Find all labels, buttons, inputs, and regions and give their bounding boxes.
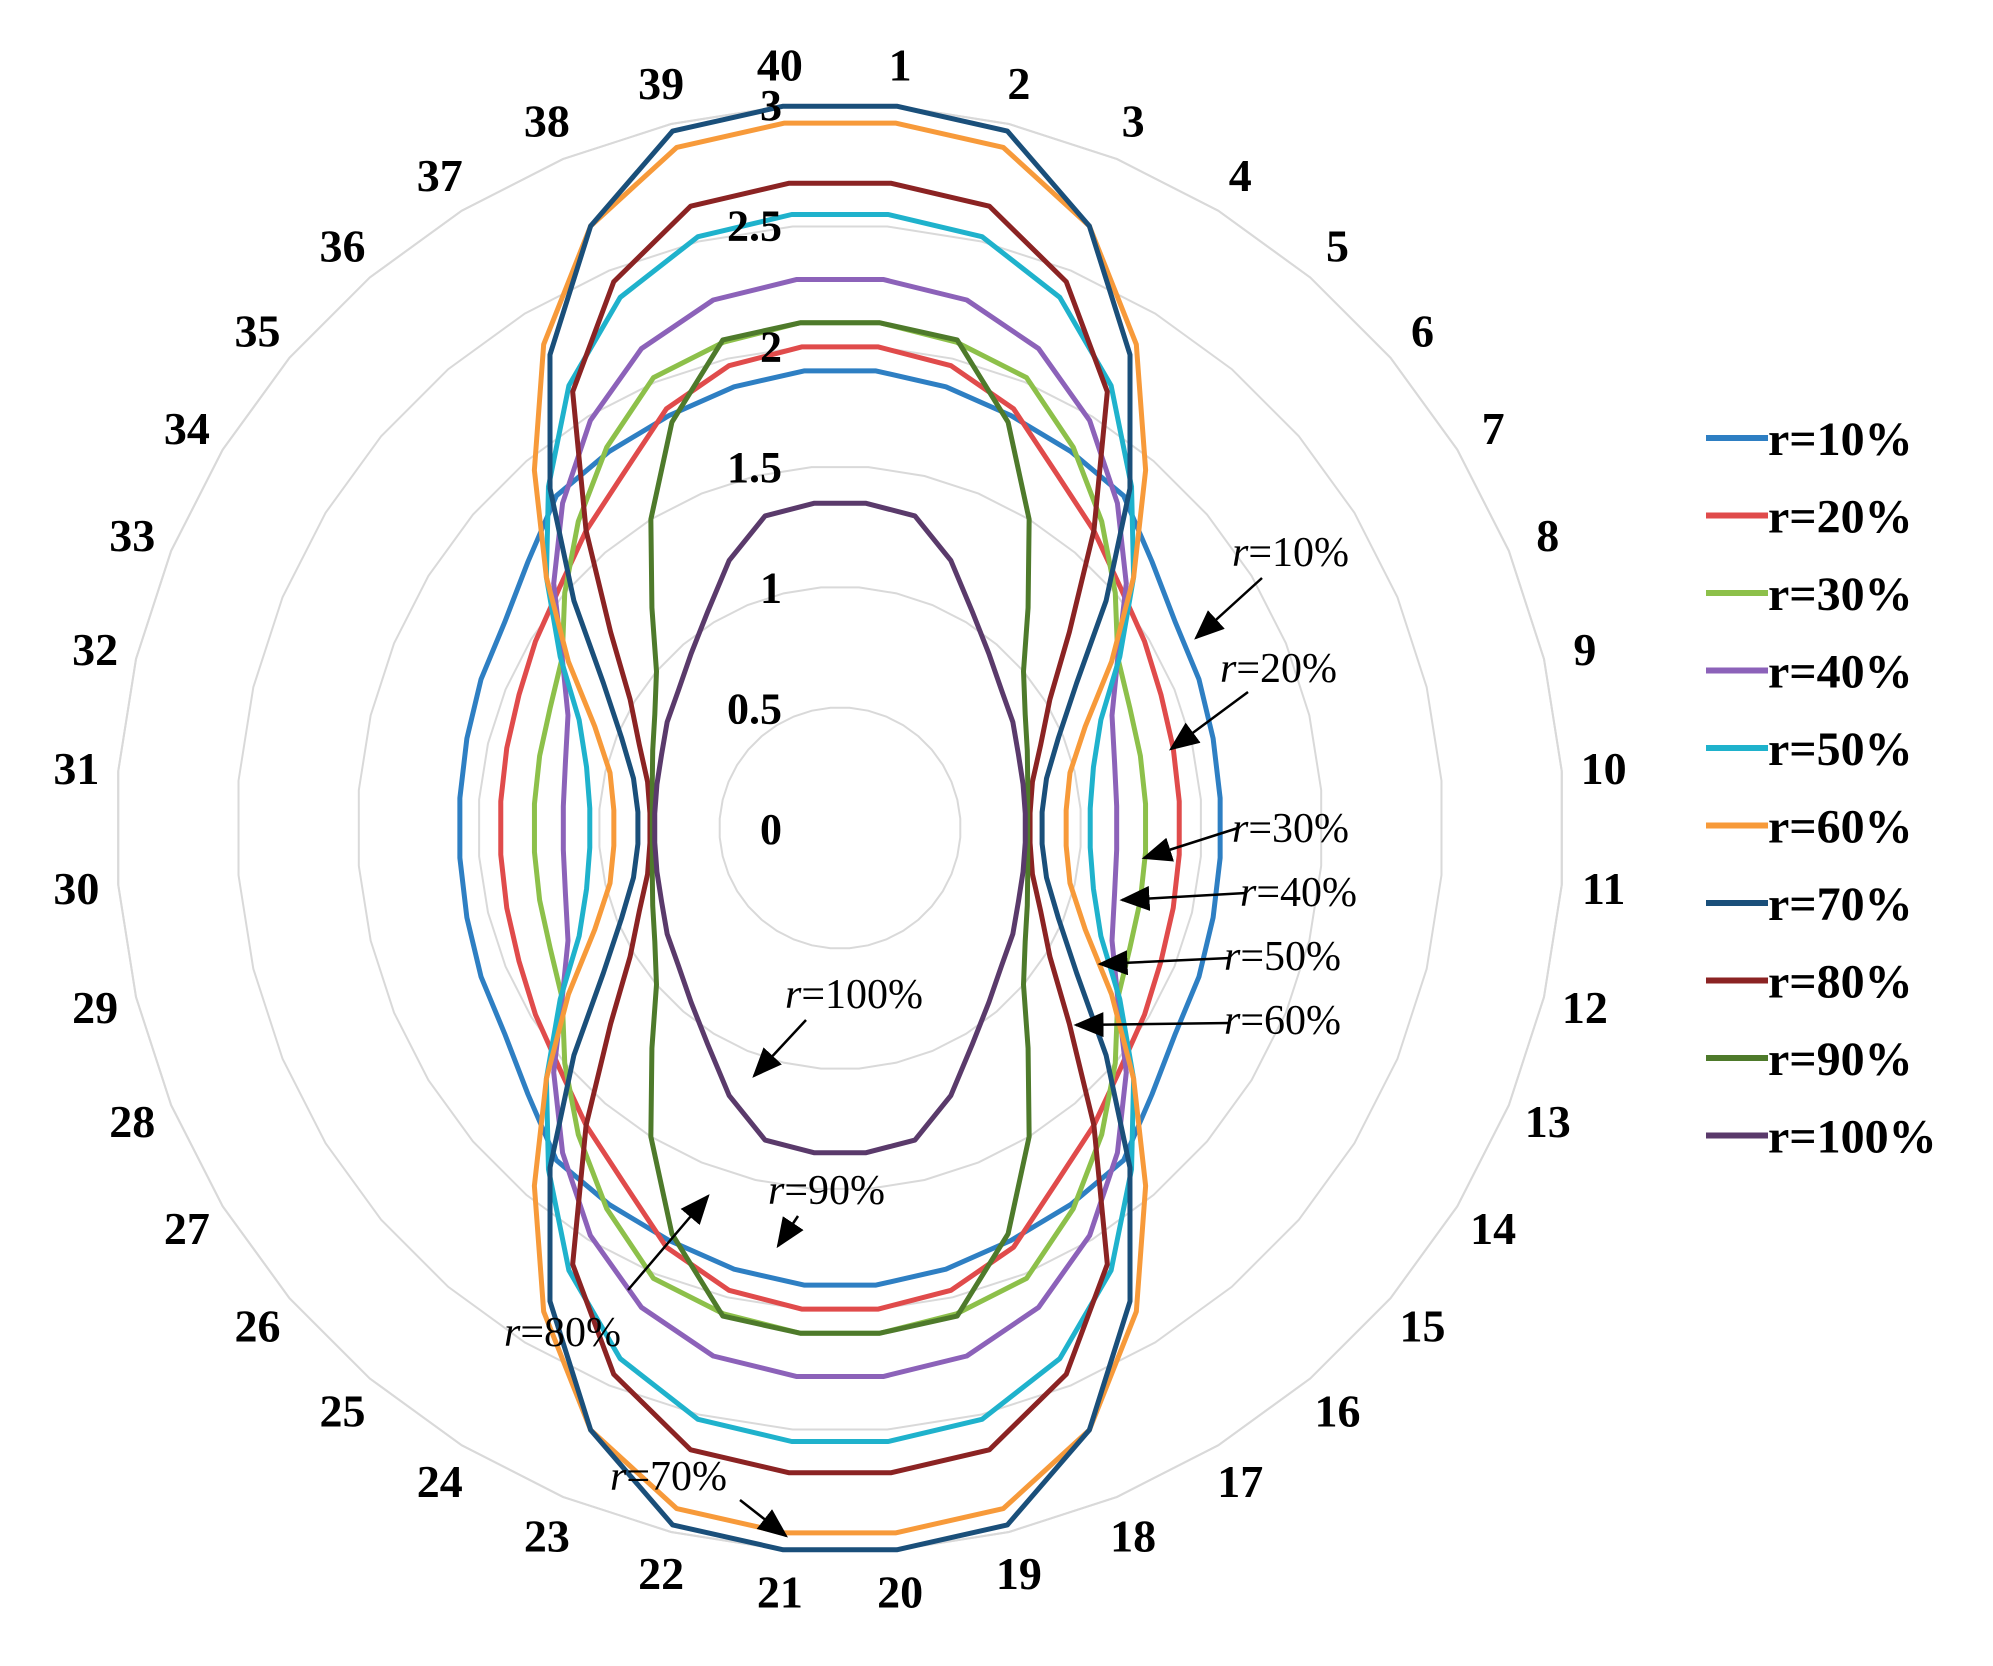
category-label: 19	[996, 1548, 1042, 1599]
annotation-label: r=100%	[785, 972, 923, 1018]
category-label: 32	[72, 624, 118, 675]
category-label: 6	[1411, 306, 1434, 357]
category-label: 33	[109, 510, 155, 561]
category-label: 39	[638, 58, 684, 109]
legend-label: r=10%	[1768, 413, 1913, 466]
category-label: 40	[757, 39, 803, 90]
category-label: 16	[1314, 1385, 1360, 1436]
annotation-arrow	[627, 1194, 710, 1291]
legend-label: r=60%	[1768, 801, 1913, 854]
category-label: 30	[53, 863, 99, 914]
legend-label: r=30%	[1768, 568, 1913, 621]
annotation-arrow	[1168, 690, 1249, 751]
category-label: 31	[53, 743, 99, 794]
series-line-10	[652, 500, 1028, 1156]
category-label: 7	[1482, 403, 1505, 454]
category-label: 35	[235, 306, 281, 357]
category-label: 2	[1007, 58, 1030, 109]
tick-label: 2	[760, 322, 782, 371]
category-label: 3	[1122, 95, 1145, 146]
category-label-layer: 1 234567891011121314151617181920212223242…	[53, 39, 1626, 1617]
series-line-6	[531, 120, 1149, 1536]
legend-label: r=100%	[1768, 1111, 1937, 1164]
annotation-arrow	[1097, 950, 1231, 976]
category-label: 13	[1525, 1096, 1571, 1147]
tick-label: 3	[760, 81, 782, 130]
annotation-label: r=40%	[1240, 870, 1357, 916]
category-label: 1	[889, 39, 912, 90]
annotation-label: r=10%	[1232, 530, 1349, 576]
category-label: 14	[1470, 1203, 1516, 1254]
series-line-7	[547, 103, 1133, 1553]
legend: r=10% r=20% r=30% r=40% r=50% r=60% r=70% r=80%…	[1706, 413, 1937, 1164]
legend-label: r=90%	[1768, 1033, 1913, 1086]
category-label: 23	[524, 1511, 570, 1562]
gridline-1	[718, 706, 962, 950]
category-label: 9	[1573, 624, 1596, 675]
annotation-arrow	[1194, 577, 1263, 640]
annotation-arrow	[776, 1215, 804, 1249]
annotation-arrow	[1119, 885, 1247, 911]
annotation-arrow	[1073, 1012, 1231, 1038]
category-label: 4	[1229, 150, 1252, 201]
category-label: 20	[877, 1567, 923, 1618]
category-label: 18	[1110, 1511, 1156, 1562]
tick-label: 1	[760, 564, 782, 613]
annotation-arrow	[739, 1499, 788, 1538]
category-label: 25	[320, 1385, 366, 1436]
category-label: 34	[164, 403, 210, 454]
annotation-arrow	[752, 1019, 807, 1078]
annotation-layer: r=10% r=20% r=30% r=40% r=50% r=60% r=100% r=90…	[504, 530, 1357, 1538]
annotation-arrow	[1141, 826, 1239, 862]
annotation-label: r=20%	[1220, 646, 1337, 692]
series-line-2	[498, 344, 1182, 1312]
legend-label: r=50%	[1768, 723, 1913, 776]
category-label: 10	[1581, 743, 1627, 794]
category-label: 12	[1562, 982, 1608, 1033]
gridline-5	[237, 225, 1443, 1431]
annotation-label: r=50%	[1224, 934, 1341, 980]
category-label: 5	[1326, 221, 1349, 272]
category-label: 36	[320, 221, 366, 272]
tick-label: 0.5	[727, 684, 782, 733]
legend-label: r=70%	[1768, 878, 1913, 931]
annotation-label: r=90%	[768, 1168, 885, 1214]
category-label: 8	[1536, 510, 1559, 561]
tick-label: 2.5	[727, 202, 782, 251]
tick-layer: 0 0.5 1 1.5 2 2.5 3	[727, 81, 782, 854]
category-label: 24	[417, 1456, 463, 1507]
category-label: 27	[164, 1203, 210, 1254]
category-label: 26	[235, 1300, 281, 1351]
legend-label: r=40%	[1768, 646, 1913, 699]
series-line-1	[457, 368, 1223, 1288]
annotation-label: r=80%	[504, 1310, 621, 1356]
legend-label: r=80%	[1768, 956, 1913, 1009]
category-label: 21	[757, 1567, 803, 1618]
category-label: 15	[1399, 1300, 1445, 1351]
legend-label: r=20%	[1768, 491, 1913, 544]
annotation-label: r=70%	[610, 1454, 727, 1500]
annotation-label: r=30%	[1232, 806, 1349, 852]
category-label: 22	[638, 1548, 684, 1599]
series-line-9	[648, 320, 1032, 1336]
category-label: 11	[1582, 863, 1625, 914]
tick-label: 0	[760, 805, 782, 854]
annotation-label: r=60%	[1224, 998, 1341, 1044]
series-line-5	[543, 211, 1137, 1445]
category-label: 28	[109, 1096, 155, 1147]
gridline-2	[598, 586, 1082, 1070]
category-label: 17	[1217, 1456, 1263, 1507]
category-label: 37	[417, 150, 463, 201]
series-line-8	[570, 180, 1110, 1476]
category-label: 29	[72, 982, 118, 1033]
category-label: 38	[524, 95, 570, 146]
tick-label: 1.5	[727, 443, 782, 492]
